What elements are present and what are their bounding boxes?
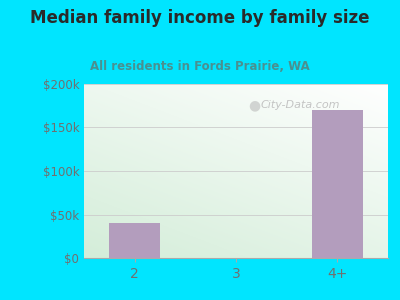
Bar <box>109 223 160 258</box>
Text: ●: ● <box>248 98 260 112</box>
Text: Median family income by family size: Median family income by family size <box>30 9 370 27</box>
Text: City-Data.com: City-Data.com <box>260 100 340 110</box>
Bar <box>312 110 363 258</box>
Text: All residents in Fords Prairie, WA: All residents in Fords Prairie, WA <box>90 60 310 73</box>
